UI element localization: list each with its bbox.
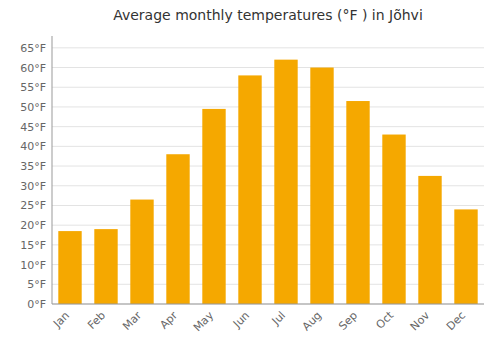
- x-tick-label: Mar: [120, 309, 144, 333]
- y-tick-label: 15°F: [20, 239, 46, 252]
- y-tick-label: 10°F: [20, 259, 46, 272]
- bar: [454, 209, 477, 304]
- y-tick-label: 35°F: [20, 160, 46, 173]
- y-tick-label: 5°F: [27, 278, 46, 291]
- y-axis-line: [52, 36, 53, 304]
- grid-line: [52, 106, 484, 107]
- bars: [58, 60, 477, 304]
- x-tick-label: Jul: [269, 309, 288, 328]
- grid-line: [52, 126, 484, 127]
- y-tick-label: 65°F: [20, 42, 46, 55]
- background: [0, 0, 500, 350]
- chart-svg: Average monthly temperatures (°F ) in Jõ…: [0, 0, 500, 350]
- y-tick-label: 40°F: [20, 140, 46, 153]
- grid-line: [52, 47, 484, 48]
- bar: [130, 200, 153, 304]
- x-tick-label: Sep: [336, 309, 360, 333]
- title: Average monthly temperatures (°F ) in Jõ…: [113, 7, 423, 23]
- grid-line: [52, 146, 484, 147]
- y-tick-label: 0°F: [27, 298, 46, 311]
- y-tick-label: 60°F: [20, 62, 46, 75]
- grid: [52, 48, 484, 304]
- bar: [58, 231, 81, 304]
- y-tick-label: 45°F: [20, 121, 46, 134]
- bar: [346, 101, 369, 304]
- chart-container: Average monthly temperatures (°F ) in Jõ…: [0, 0, 500, 350]
- x-tick-label: Feb: [85, 309, 108, 332]
- grid-line: [52, 67, 484, 68]
- y-tick-label: 55°F: [20, 81, 46, 94]
- bar: [238, 75, 261, 304]
- grid-line: [52, 166, 484, 167]
- x-tick-label: Dec: [444, 309, 468, 333]
- x-tick-label: Aug: [300, 309, 324, 333]
- grid-line: [52, 87, 484, 88]
- bar: [166, 154, 189, 304]
- x-tick-label: Jun: [230, 309, 252, 331]
- x-axis-line: [52, 304, 484, 305]
- x-tick-label: Nov: [408, 309, 433, 334]
- bar: [382, 135, 405, 304]
- x-tick-label: Oct: [373, 308, 396, 331]
- y-tick-label: 30°F: [20, 180, 46, 193]
- bar: [202, 109, 225, 304]
- y-tick-label: 25°F: [20, 199, 46, 212]
- x-tick-label: Apr: [157, 309, 180, 332]
- bar: [310, 68, 333, 304]
- x-tick-label: May: [191, 309, 217, 335]
- bar: [94, 229, 117, 304]
- y-tick-label: 20°F: [20, 219, 46, 232]
- bar: [418, 176, 441, 304]
- bar: [274, 60, 297, 304]
- x-tick-label: Jan: [50, 309, 72, 331]
- y-tick-label: 50°F: [20, 101, 46, 114]
- grid-line: [52, 304, 484, 305]
